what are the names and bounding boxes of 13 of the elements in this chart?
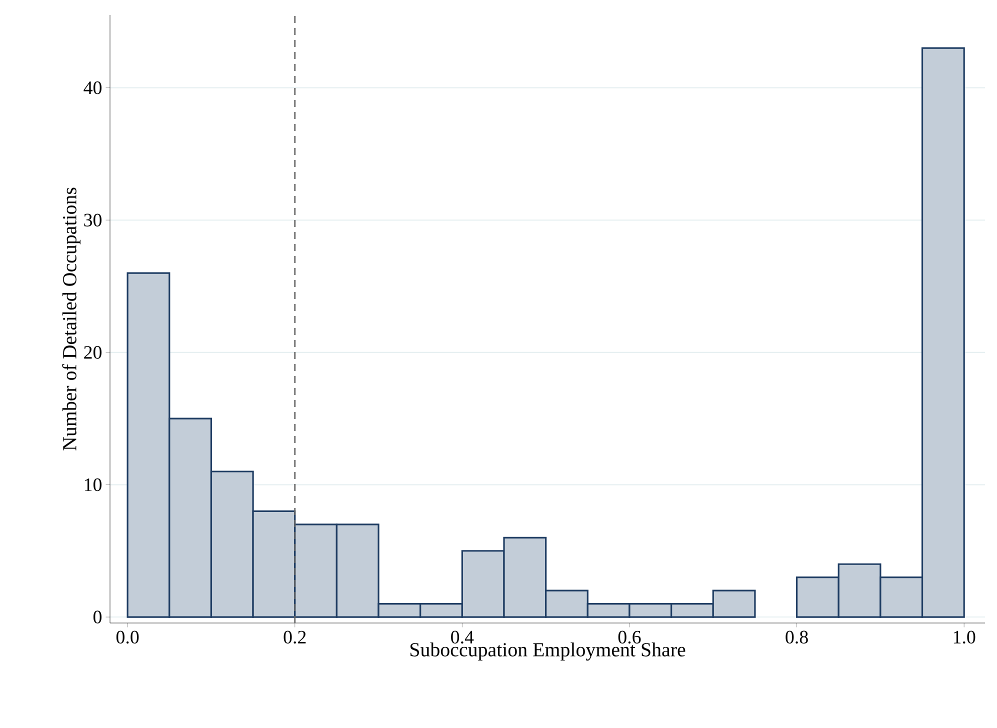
y-tick-label: 20 — [84, 346, 102, 359]
y-tick-label: 0 — [93, 610, 102, 624]
x-tick-label: 1.0 — [954, 630, 976, 644]
x-tick-label: 0.0 — [116, 630, 139, 644]
y-tick-label: 30 — [84, 214, 102, 226]
x-tick-label: 0.6 — [618, 630, 641, 644]
y-tick-label: 40 — [84, 81, 102, 94]
x-tick-label: 0.8 — [786, 630, 808, 644]
x-tick-label: 0.2 — [284, 630, 306, 644]
x-tick-label: 0.4 — [451, 630, 474, 644]
y-axis-title: Number of Detailed Occupations — [62, 188, 80, 450]
y-tick-label: 10 — [84, 478, 102, 492]
x-axis-title: Suboccupation Employment Share — [410, 642, 686, 661]
